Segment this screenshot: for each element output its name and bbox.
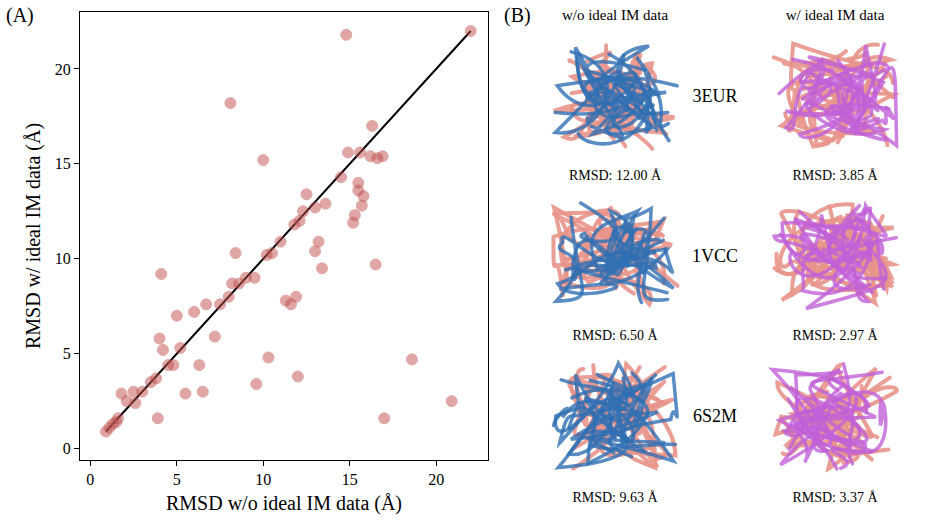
svg-text:5: 5: [173, 471, 181, 488]
svg-text:(B): (B): [504, 4, 531, 27]
svg-text:20: 20: [428, 471, 444, 488]
svg-text:RMSD w/ ideal IM data (Å): RMSD w/ ideal IM data (Å): [22, 123, 45, 349]
svg-text:10: 10: [55, 250, 71, 267]
svg-text:20: 20: [55, 61, 71, 78]
svg-text:6S2M: 6S2M: [693, 406, 737, 426]
html-text:(A): (A): [6, 4, 34, 26]
svg-text:RMSD w/o ideal IM data (Å): RMSD w/o ideal IM data (Å): [166, 492, 402, 515]
svg-text:RMSD: 2.97 Å: RMSD: 2.97 Å: [792, 328, 878, 343]
svg-text:RMSD: 9.63 Å: RMSD: 9.63 Å: [572, 490, 658, 505]
svg-text:5: 5: [63, 345, 71, 362]
svg-text:15: 15: [55, 155, 71, 172]
svg-text:RMSD: 12.00 Å: RMSD: 12.00 Å: [569, 168, 662, 183]
svg-text:15: 15: [342, 471, 358, 488]
svg-text:RMSD: 3.85 Å: RMSD: 3.85 Å: [792, 168, 878, 183]
svg-text:0: 0: [86, 471, 94, 488]
svg-text:3EUR: 3EUR: [693, 86, 738, 106]
svg-text:0: 0: [63, 440, 71, 457]
svg-text:w/o ideal IM data: w/o ideal IM data: [562, 7, 669, 23]
svg-text:1VCC: 1VCC: [692, 246, 738, 266]
svg-text:RMSD: 6.50 Å: RMSD: 6.50 Å: [572, 328, 658, 343]
svg-text:RMSD: 3.37 Å: RMSD: 3.37 Å: [792, 490, 878, 505]
svg-text:w/ ideal IM data: w/ ideal IM data: [786, 7, 885, 23]
svg-text:10: 10: [255, 471, 271, 488]
